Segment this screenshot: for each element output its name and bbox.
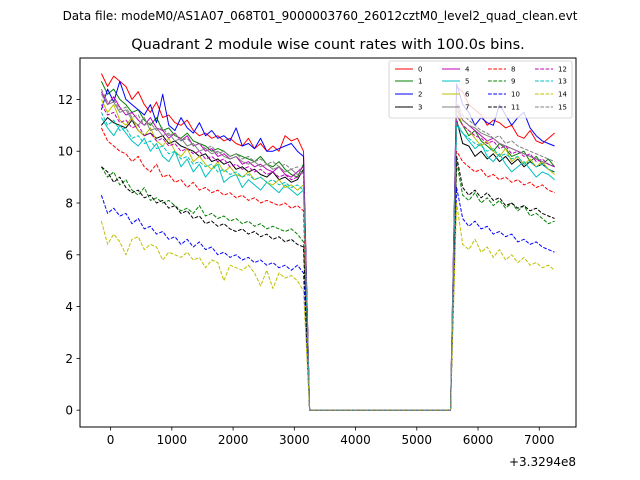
y-tick-label: 8 [65,197,73,211]
legend-label-14: 14 [558,91,567,99]
legend-label-3: 3 [418,104,422,112]
legend-box [388,60,573,119]
legend-label-10: 10 [511,91,520,99]
plot-area [100,73,555,411]
x-tick-label: 6000 [463,433,494,447]
x-tick-label: 2000 [218,433,249,447]
legend-label-7: 7 [465,104,469,112]
x-tick-label: 7000 [524,433,555,447]
legend-label-0: 0 [418,66,422,74]
x-tick-label: 5000 [402,433,433,447]
y-tick-label: 6 [65,248,73,262]
series-line-11 [101,155,555,411]
x-tick-label: 4000 [340,433,371,447]
axis-ticks: 0 1000 2000 3000 4000 5000 6000 7000 0 2 4 6 8 10 12 [58,93,555,447]
x-tick-label: 1000 [157,433,188,447]
legend-label-15: 15 [558,104,567,112]
y-tick-label: 2 [65,352,73,366]
legend-label-11: 11 [511,104,520,112]
suptitle: Data file: modeM0/AS1A07_068T01_90000037… [63,9,578,23]
legend-label-6: 6 [465,91,470,99]
x-tick-label: 0 [107,433,115,447]
y-tick-label: 12 [58,93,73,107]
axes-frame [79,57,577,428]
legend-label-1: 1 [418,78,422,86]
series-line-15 [100,88,555,411]
y-tick-label: 10 [58,145,73,159]
series-line-13 [100,112,555,411]
y-tick-label: 4 [65,300,73,314]
legend-label-9: 9 [511,78,515,86]
chart-title: Quadrant 2 module wise count rates with … [131,37,525,53]
series-line-9 [100,161,555,411]
series-line-10 [100,187,555,411]
legend-label-13: 13 [558,78,567,86]
y-tick-label: 0 [65,404,73,418]
legend-label-5: 5 [465,78,469,86]
legend-label-12: 12 [558,66,567,74]
legend-label-2: 2 [418,91,422,99]
legend-label-8: 8 [511,66,515,74]
x-offset-label: +3.3294e8 [509,455,576,469]
x-tick-label: 3000 [279,433,310,447]
legend-label-4: 4 [465,66,470,74]
